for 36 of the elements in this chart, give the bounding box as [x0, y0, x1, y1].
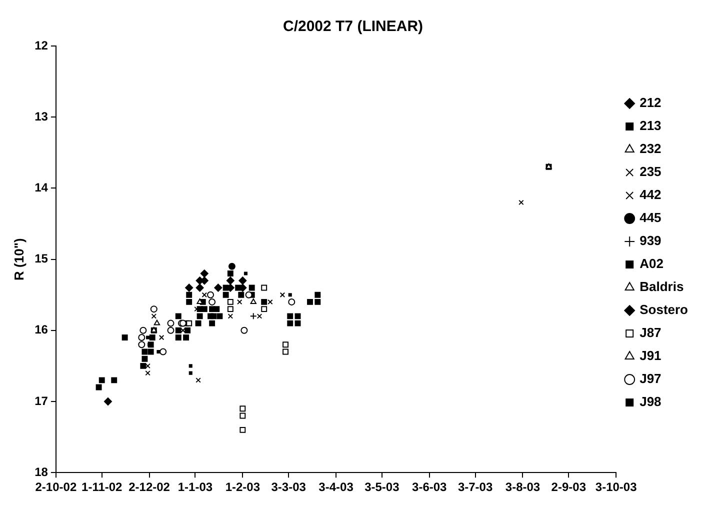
x-tick-label: 3-7-03: [458, 480, 493, 494]
x-tick-label: 3-5-03: [364, 480, 400, 494]
x-tick-label: 1-11-02: [82, 480, 123, 494]
y-tick-label: 14: [34, 180, 48, 195]
x-tick-label: 3-3-03: [271, 480, 306, 494]
legend-label: J97: [640, 371, 662, 386]
legend-label: 442: [640, 187, 662, 202]
legend-label: 213: [640, 118, 662, 134]
legend-label: 232: [640, 141, 662, 156]
legend-label: 939: [640, 233, 662, 248]
x-tick-label: 2-9-03: [551, 480, 586, 494]
legend-label: J87: [640, 325, 662, 340]
legend-label: J91: [640, 348, 662, 364]
legend-label: J98: [640, 394, 662, 410]
x-tick-label: 3-4-03: [318, 480, 354, 494]
y-tick-label: 17: [34, 394, 48, 408]
legend-label: 235: [640, 164, 662, 180]
chart-title: C/2002 T7 (LINEAR): [282, 18, 424, 36]
y-axis-title: R (10"): [11, 238, 26, 280]
y-tick-label: 16: [34, 322, 48, 337]
x-tick-label: 3-10-03: [595, 480, 638, 494]
x-tick-label: 2-10-02: [35, 480, 77, 494]
x-tick-label: 3-8-03: [505, 480, 540, 494]
legend-label: Sostero: [640, 302, 688, 318]
y-tick-label: 18: [34, 464, 48, 479]
y-tick-label: 15: [34, 252, 48, 266]
legend-label: 445: [640, 210, 662, 226]
x-tick-label: 3-6-03: [412, 480, 448, 494]
y-tick-label: 12: [34, 38, 48, 52]
legend-label: A02: [640, 256, 664, 272]
legend-label: 212: [640, 95, 662, 110]
x-tick-label: 1-2-03: [225, 480, 260, 494]
x-tick-label: 1-1-03: [178, 480, 213, 494]
y-tick-label: 13: [34, 109, 48, 124]
x-tick-label: 2-12-02: [128, 480, 170, 494]
legend-label: Baldris: [640, 279, 684, 294]
